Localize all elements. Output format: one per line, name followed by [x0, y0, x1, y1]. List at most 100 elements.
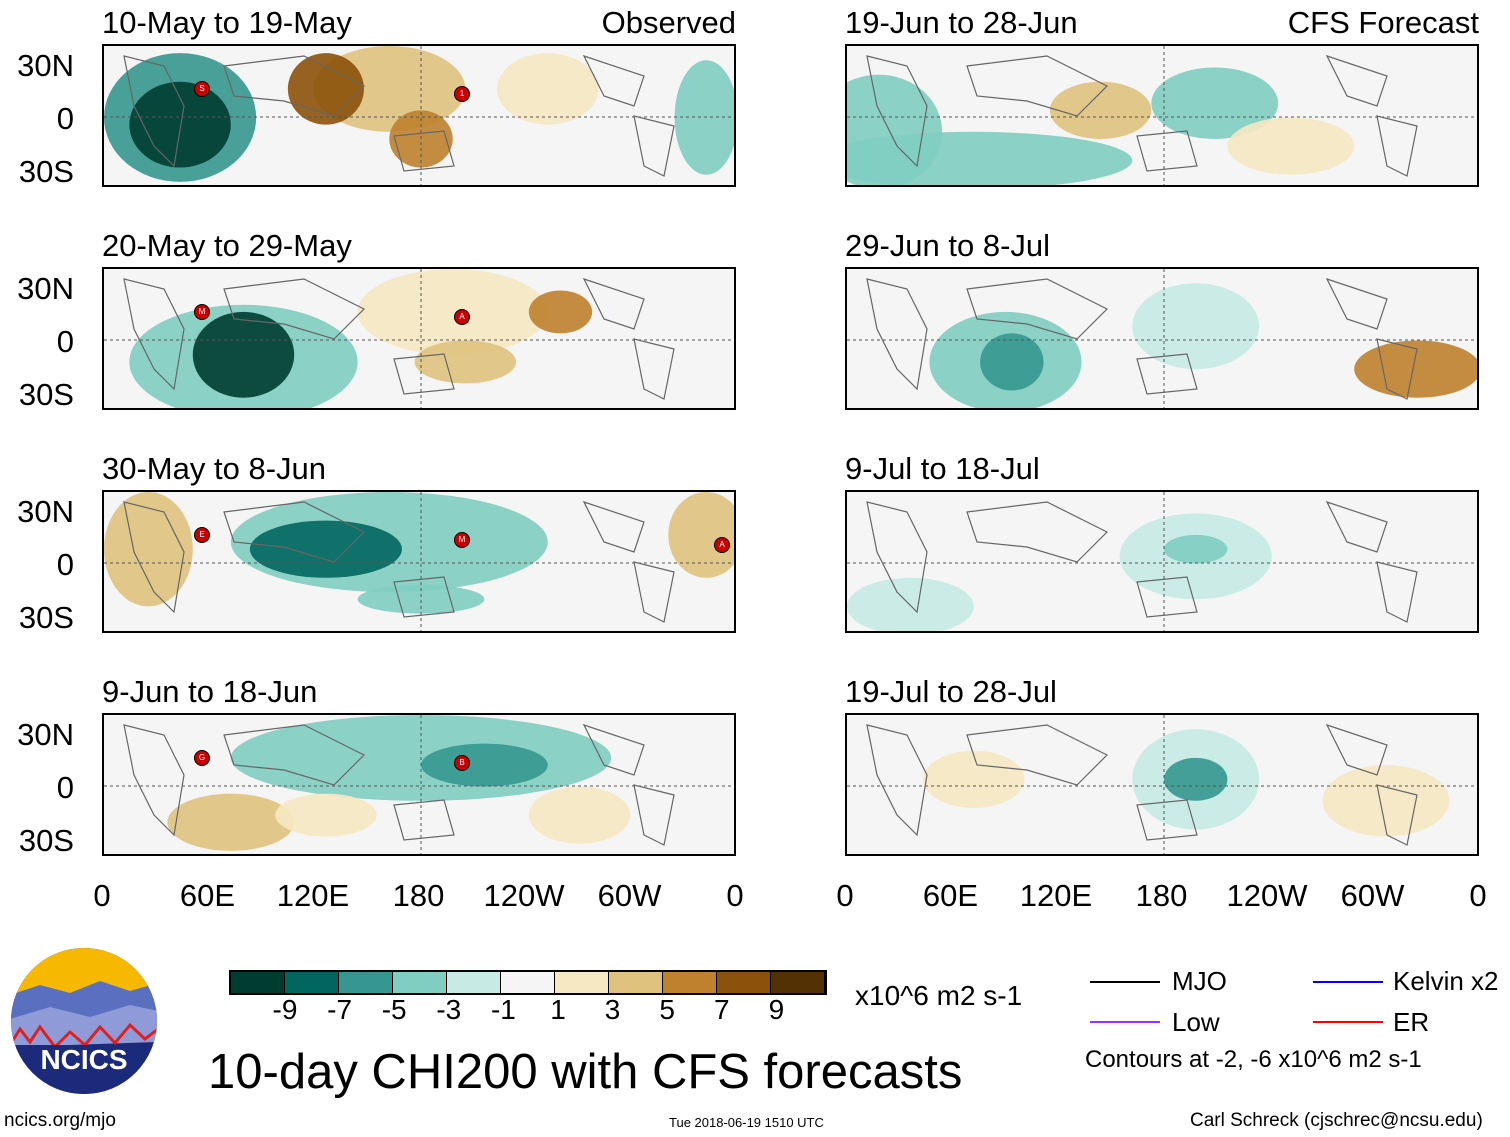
lat-label: 30N [17, 271, 74, 306]
legend-kelvin: Kelvin x2 [1393, 966, 1499, 996]
lon-label: 60E [179, 878, 236, 913]
lat-label: 30S [18, 154, 74, 189]
lat-label: 0 [56, 324, 74, 359]
colorbar-swatch [339, 972, 393, 993]
lat-label: 0 [56, 101, 74, 136]
colorbar-swatch [555, 972, 609, 993]
colorbar-swatch [447, 972, 501, 993]
anomaly-blob [980, 333, 1044, 391]
kelvin-line-swatch [1313, 981, 1383, 983]
lat-label: 30S [18, 377, 74, 412]
anomaly-blob [287, 53, 364, 125]
legend-low: Low [1172, 1007, 1220, 1037]
colorbar-units: x10^6 m2 s-1 [855, 980, 1023, 1011]
lon-label: 60E [922, 878, 979, 913]
mjo-line-swatch [1090, 981, 1160, 983]
anomaly-blob [357, 269, 548, 355]
lon-label: 0 [93, 878, 111, 913]
panel-title: 20-May to 29-May [102, 228, 352, 263]
lat-label: 0 [56, 770, 74, 805]
lon-label: 180 [392, 878, 445, 913]
map-panel [845, 44, 1479, 187]
ncics-logo: NCICS [10, 947, 158, 1095]
anomaly-blob [668, 492, 734, 578]
anomaly-blob [528, 786, 631, 844]
colorbar-swatch [771, 972, 825, 993]
colorbar-label: 1 [550, 994, 566, 1025]
colorbar-swatch [663, 972, 717, 993]
lon-label: 120W [483, 878, 565, 913]
anomaly-blob [275, 793, 377, 837]
anomaly-blob [923, 750, 1025, 808]
anomaly-blob [192, 311, 295, 398]
panel-title: 9-Jul to 18-Jul [845, 451, 1040, 486]
lat-label: 30N [17, 48, 74, 83]
colorbar-swatch [717, 972, 771, 993]
anomaly-blob [167, 793, 295, 851]
colorbar-label: -1 [490, 994, 516, 1025]
anomaly-blob [129, 81, 231, 168]
colorbar-swatch [231, 972, 285, 993]
panel-title: 10-May to 19-May [102, 5, 352, 40]
colorbar-label: -9 [272, 994, 298, 1025]
lat-label: 30N [17, 717, 74, 752]
storm-marker: E [194, 527, 210, 543]
colorbar-label: -5 [381, 994, 407, 1025]
lon-label: 0 [1469, 878, 1487, 913]
colorbar-label: -7 [327, 994, 353, 1025]
panel-tag: Observed [601, 5, 736, 40]
panel-title: 19-Jul to 28-Jul [845, 674, 1057, 709]
lat-label: 0 [56, 547, 74, 582]
footer-url[interactable]: ncics.org/mjo [4, 1110, 116, 1131]
colorbar-swatch [393, 972, 447, 993]
colorbar-swatch [501, 972, 555, 993]
anomaly-blob [1227, 117, 1355, 175]
contour-note: Contours at -2, -6 x10^6 m2 s-1 [1085, 1046, 1422, 1073]
anomaly-blob [1164, 534, 1228, 564]
lon-label: 180 [1135, 878, 1188, 913]
colorbar-swatch [609, 972, 663, 993]
storm-marker: A [714, 537, 730, 553]
colorbar-swatch [285, 972, 339, 993]
panel-title: 9-Jun to 18-Jun [102, 674, 318, 709]
storm-marker: M [454, 532, 470, 548]
anomaly-blob [249, 520, 402, 578]
lon-label: 0 [726, 878, 744, 913]
colorbar [229, 970, 827, 995]
footer-timestamp: Tue 2018-06-19 1510 UTC [669, 1115, 824, 1130]
lat-label: 30S [18, 823, 74, 858]
anomaly-blob [421, 743, 548, 787]
lon-label: 0 [836, 878, 854, 913]
anomaly-blob [104, 492, 193, 607]
logo-text: NCICS [40, 1044, 127, 1075]
lon-label: 120E [1019, 878, 1093, 913]
map-panel [845, 490, 1479, 633]
anomaly-blob [1049, 81, 1152, 139]
panel-tag: CFS Forecast [1287, 5, 1479, 40]
storm-marker: B [454, 755, 470, 771]
lat-label: 30S [18, 600, 74, 635]
colorbar-label: 7 [714, 994, 730, 1025]
map-panel [845, 713, 1479, 856]
low-line-swatch [1090, 1021, 1160, 1023]
anomaly-blob [528, 290, 593, 334]
anomaly-blob [1322, 765, 1450, 837]
colorbar-label: 3 [604, 994, 621, 1025]
lon-label: 120E [276, 878, 350, 913]
footer-credit: Carl Schreck (cjschrec@ncsu.edu) [1190, 1110, 1483, 1131]
legend-er: ER [1393, 1007, 1430, 1037]
anomaly-blob [1132, 283, 1260, 370]
legend-mjo: MJO [1172, 966, 1227, 996]
storm-marker: G [194, 750, 210, 766]
anomaly-blob [497, 53, 599, 125]
panel-title: 19-Jun to 28-Jun [845, 5, 1078, 40]
storm-marker: S [194, 81, 210, 97]
lon-label: 60W [1340, 878, 1405, 913]
colorbar-label: 9 [768, 994, 785, 1025]
storm-marker: 1 [454, 86, 470, 102]
storm-marker: M [194, 304, 210, 320]
anomaly-blob [847, 577, 974, 631]
